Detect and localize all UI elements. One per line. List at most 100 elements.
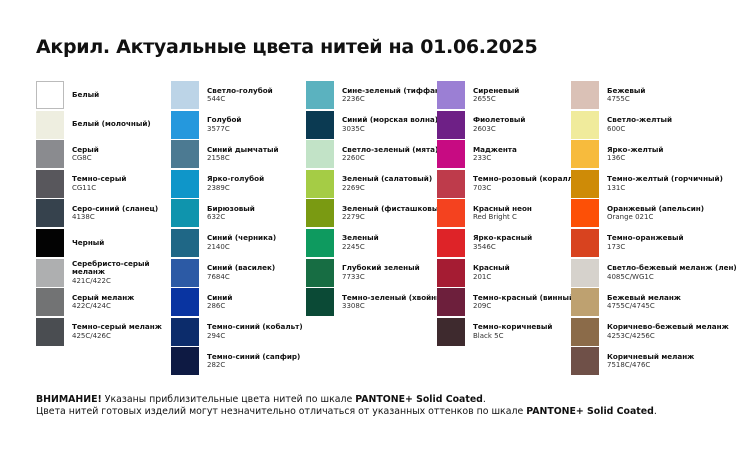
color-swatch xyxy=(306,228,334,257)
color-name: Ярко-красный xyxy=(473,233,533,243)
pantone-code: 2245C xyxy=(342,242,365,251)
color-label: Белый xyxy=(72,81,99,109)
color-label: Зеленый (фисташковый) 2279C xyxy=(342,199,447,227)
color-label: Бежевый меланж 4755C/4745C xyxy=(607,288,681,316)
color-swatch xyxy=(437,169,465,198)
color-label: Темно-синий (сапфир) 282C xyxy=(207,347,300,375)
color-label: Оранжевый (апельсин) Orange 021C xyxy=(607,199,704,227)
color-swatch xyxy=(171,81,199,109)
pantone-code: Black 5C xyxy=(473,331,504,340)
pantone-code: 4085C/WG1C xyxy=(607,272,654,281)
color-swatch xyxy=(171,288,199,317)
color-label: Синий (василек) 7684C xyxy=(207,259,275,287)
disclaimer-line-1: ВНИМАНИЕ! Указаны приблизительные цвета … xyxy=(36,394,657,406)
color-label: Темно-желтый (горчичный) 131C xyxy=(607,170,723,198)
color-label: Коричнево-бежевый меланж 4253C/4256C xyxy=(607,318,729,346)
disclaimer: ВНИМАНИЕ! Указаны приблизительные цвета … xyxy=(36,394,657,418)
color-label: Темно-серый CG11C xyxy=(72,170,126,198)
color-name: Ярко-желтый xyxy=(607,144,664,154)
color-name: Синий дымчатый xyxy=(207,144,279,154)
color-label: Голубой 3577C xyxy=(207,111,241,139)
color-swatch xyxy=(306,110,334,139)
color-swatch xyxy=(306,258,334,287)
color-name: Светло-желтый xyxy=(607,115,673,125)
color-swatch xyxy=(171,258,199,287)
pantone-label: PANTONE+ Solid Coated xyxy=(526,406,654,417)
color-label: Светло-бежевый меланж (лен) 4085C/WG1C xyxy=(607,259,737,287)
color-label: Ярко-желтый 136C xyxy=(607,140,663,168)
color-name: Темно-серый xyxy=(72,174,127,184)
color-swatch xyxy=(306,169,334,198)
color-name: Оранжевый (апельсин) xyxy=(607,203,705,213)
pantone-code: CG11C xyxy=(72,183,97,192)
color-name: Серо-синий (сланец) xyxy=(72,203,159,213)
pantone-code: 286C xyxy=(207,302,226,311)
color-swatch xyxy=(437,81,465,109)
color-swatch xyxy=(171,110,199,139)
color-swatch xyxy=(36,317,64,346)
color-label: Сиреневый 2655C xyxy=(473,81,519,109)
color-label: Серый меланж 422C/424C xyxy=(72,288,134,316)
color-name: Ярко-голубой xyxy=(207,174,265,184)
color-name: Светло-голубой xyxy=(207,85,273,95)
color-name: Серый xyxy=(72,144,99,154)
color-label: Серебристо-серый меланж 421C/422C xyxy=(72,259,162,287)
color-name: Светло-бежевый меланж (лен) xyxy=(607,263,737,273)
color-name: Бирюзовый xyxy=(207,203,255,213)
color-name: Серебристо-серый меланж xyxy=(72,258,150,277)
color-label: Темно-серый меланж 425C/426C xyxy=(72,318,162,346)
pantone-code: 600C xyxy=(607,124,626,133)
color-swatch xyxy=(571,258,599,287)
color-swatch xyxy=(171,140,199,169)
color-swatch xyxy=(437,110,465,139)
color-swatch xyxy=(437,228,465,257)
color-swatch xyxy=(171,317,199,346)
pantone-code: 422C/424C xyxy=(72,302,111,311)
pantone-code: 7684C xyxy=(207,272,230,281)
color-name: Белый xyxy=(72,89,100,99)
color-label: Серо-синий (сланец) 4138C xyxy=(72,199,158,227)
pantone-code: 3308C xyxy=(342,302,365,311)
pantone-label: PANTONE+ Solid Coated xyxy=(355,394,483,405)
color-name: Зеленый xyxy=(342,233,379,243)
pantone-code: 4253C/4256C xyxy=(607,331,655,340)
color-name: Красный xyxy=(473,263,510,273)
color-swatch xyxy=(36,140,64,169)
color-name: Синий (черника) xyxy=(207,233,277,243)
color-swatch xyxy=(306,199,334,228)
color-swatch xyxy=(571,228,599,257)
color-name: Маджента xyxy=(473,144,517,154)
color-swatch xyxy=(171,347,199,376)
pantone-code: 2260C xyxy=(342,154,365,163)
disclaimer-text: Цвета нитей готовых изделий могут незнач… xyxy=(36,406,527,417)
pantone-code: 425C/426C xyxy=(72,331,111,340)
color-label: Ярко-красный 3546C xyxy=(473,229,532,257)
color-name: Синий (василек) xyxy=(207,263,276,273)
color-swatch xyxy=(571,140,599,169)
pantone-code: 233C xyxy=(473,154,492,163)
pantone-code: 3577C xyxy=(207,124,230,133)
color-label: Ярко-голубой 2389C xyxy=(207,170,264,198)
pantone-code: 201C xyxy=(473,272,492,281)
pantone-code: 209C xyxy=(473,302,492,311)
pantone-code: 4755C xyxy=(607,95,630,103)
pantone-code: 136C xyxy=(607,154,626,163)
color-name: Красный неон xyxy=(473,203,532,213)
color-name: Сиреневый xyxy=(473,85,520,95)
pantone-code: 421C/422C xyxy=(72,276,111,285)
color-label: Черный xyxy=(72,229,104,257)
color-name: Темно-розовый (коралл) xyxy=(473,174,577,184)
color-name: Глубокий зеленый xyxy=(342,263,420,273)
color-label: Синий (черника) 2140C xyxy=(207,229,276,257)
pantone-code: 3546C xyxy=(473,242,496,251)
color-swatch xyxy=(437,140,465,169)
color-label: Темно-оранжевый 173C xyxy=(607,229,684,257)
color-name: Темно-красный (винный) xyxy=(473,292,578,302)
color-label: Красный неон Red Bright C xyxy=(473,199,532,227)
pantone-code: 7733C xyxy=(342,272,365,281)
pantone-code: 7518C/476C xyxy=(607,361,651,370)
punct: . xyxy=(653,406,657,417)
color-name: Сине-зеленый (тиффани) xyxy=(342,85,449,95)
color-label: Коричневый меланж 7518C/476C xyxy=(607,347,694,375)
color-name: Бежевый xyxy=(607,85,646,95)
